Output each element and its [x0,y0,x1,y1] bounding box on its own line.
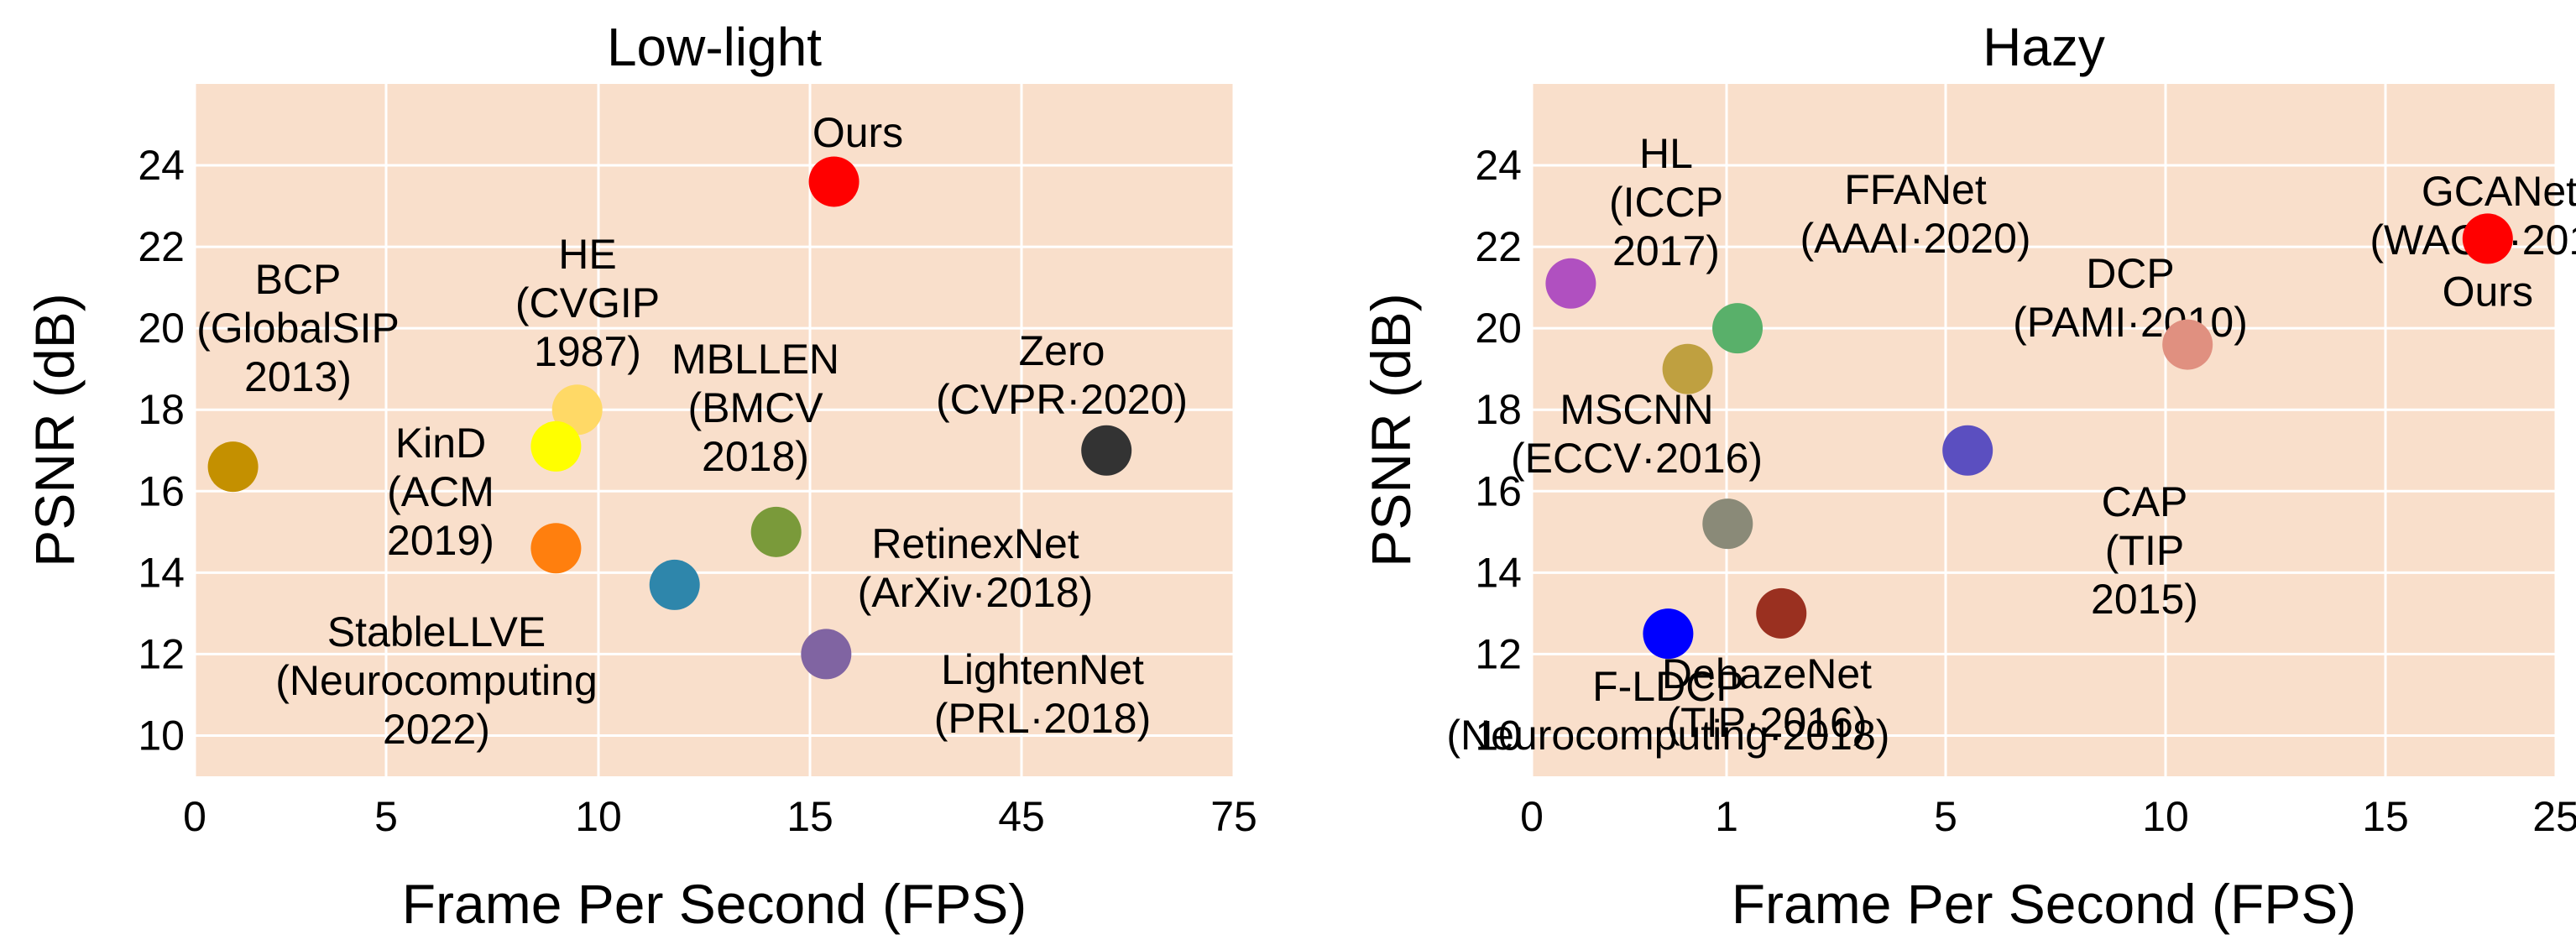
data-point [1081,425,1132,476]
y-tick-label: 22 [1475,223,1522,270]
y-tick-label: 10 [138,712,185,759]
x-tick-label: 75 [1210,793,1257,840]
point-label: LightenNet (PRL·2018) [934,646,1151,742]
plot-area [195,84,1234,776]
y-tick-label: 20 [138,305,185,352]
y-tick-label: 18 [1475,386,1522,433]
point-label: FFANet (AAAI·2020) [1800,166,2030,262]
point-label: MBLLEN (BMCV 2018) [671,336,839,480]
low-light-panel: Low-light 10 12 14 16 18 20 22 24 0 5 10 15 45 75 Frame… [24,17,1257,935]
y-axis-title: PSNR (dB) [1360,293,1422,566]
x-tick-label: 45 [998,793,1045,840]
x-tick-label: 15 [786,793,833,840]
data-point [750,506,802,557]
point-label: F-LDCP (Neurocomputing·2018) [1446,663,1889,759]
point-label: Ours [2443,268,2533,315]
y-tick-label: 12 [1475,630,1522,677]
y-tick-label: 24 [1475,142,1522,189]
data-point [551,384,603,436]
y-tick-label: 16 [1475,467,1522,514]
data-point [2462,213,2513,264]
x-tick-label: 5 [374,793,398,840]
point-label: Ours [813,109,903,156]
point-label: MSCNN (ECCV·2016) [1511,386,1763,482]
x-axis-title: Frame Per Second (FPS) [1732,873,2357,935]
point-label: CAP (TIP 2015) [2091,478,2198,623]
data-point [207,441,259,493]
x-tick-label: 0 [183,793,206,840]
y-tick-label: 18 [138,386,185,433]
x-tick-label: 10 [2142,793,2189,840]
chart-title: Hazy [1983,17,2105,77]
point-label: RetinexNet (ArXiv·2018) [858,520,1094,616]
data-point [1702,498,1753,550]
y-tick-label: 16 [138,467,185,514]
data-point [530,420,582,472]
chart-title: Low-light [607,17,822,77]
data-point [1942,425,1993,476]
y-tick-label: 10 [1475,712,1522,759]
point-label: HE (CVGIP 1987) [515,231,660,375]
x-tick-label: 1 [1715,793,1738,840]
y-tick-label: 20 [1475,305,1522,352]
x-axis-title: Frame Per Second (FPS) [402,873,1027,935]
point-label: HL (ICCP 2017) [1609,130,1723,274]
point-label: DehazeNet (TIP·2016) [1662,650,1872,746]
point-label: StableLLVE (Neurocomputing 2022) [275,608,598,753]
x-tick-label: 5 [1934,793,1957,840]
y-axis-title: PSNR (dB) [24,293,86,566]
point-label: BCP (GlobalSIP 2013) [196,256,400,400]
data-point [1712,303,1763,354]
data-point [1643,608,1694,660]
y-tick-label: 12 [138,630,185,677]
x-tick-label: 15 [2362,793,2409,840]
y-tick-label: 14 [138,549,185,596]
x-tick-label: 10 [575,793,622,840]
data-point [1545,258,1596,309]
data-point [808,156,860,207]
data-point [649,559,700,610]
data-point [1756,587,1807,639]
point-label: Zero (CVPR·2020) [936,327,1188,423]
data-point [1662,343,1713,394]
y-tick-label: 14 [1475,549,1522,596]
y-tick-label: 22 [138,223,185,270]
data-point [2162,319,2213,370]
x-tick-label: 25 [2532,793,2576,840]
y-tick-label: 24 [138,142,185,189]
data-point [530,523,582,574]
point-label: KinD (ACM 2019) [387,420,494,564]
data-point [801,629,852,680]
x-tick-label: 0 [1520,793,1544,840]
